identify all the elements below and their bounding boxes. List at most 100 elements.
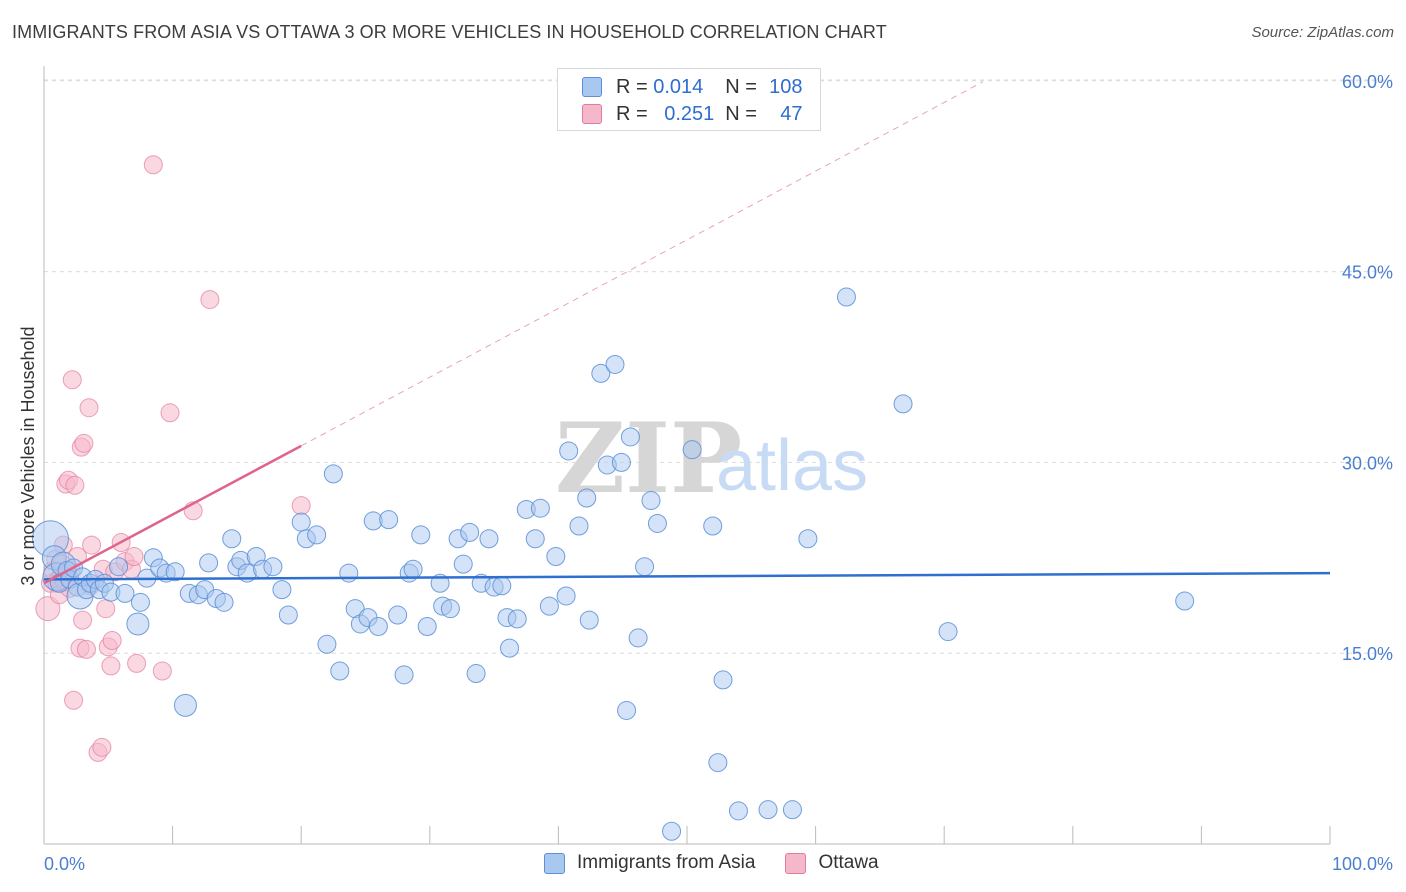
asia-point: [703, 516, 723, 536]
asia-point: [291, 512, 311, 532]
asia-point: [507, 609, 527, 629]
asia-point: [525, 529, 545, 549]
legend-row-ottawa: R = 0.251 N = 47: [582, 102, 803, 126]
ottawa-trend-extension: [300, 81, 984, 447]
asia-point: [440, 599, 460, 619]
ottawa-points: [35, 155, 311, 762]
asia-point: [199, 553, 219, 573]
asia-point: [394, 665, 414, 685]
tick-labels: 15.0% 30.0% 45.0% 60.0% 0.0% 100.0%: [44, 72, 1393, 874]
asia-point: [460, 522, 480, 542]
ottawa-point: [102, 630, 122, 650]
asia-point: [758, 800, 778, 820]
series-label-ottawa: Ottawa: [818, 852, 879, 873]
ottawa-point: [64, 690, 84, 710]
ottawa-point: [73, 610, 93, 630]
trend-lines: [43, 81, 1331, 585]
asia-point: [617, 700, 637, 720]
legend-r-value: 0.251: [664, 102, 715, 125]
series-label-asia: Immigrants from Asia: [577, 852, 756, 873]
asia-point: [466, 664, 486, 684]
asia-point: [569, 516, 589, 536]
y-tick-label: 45.0%: [1342, 263, 1393, 283]
asia-point: [579, 610, 599, 630]
ottawa-point: [143, 155, 163, 175]
ottawa-point: [82, 535, 102, 555]
asia-point: [430, 573, 450, 593]
asia-point: [109, 557, 129, 577]
asia-point: [126, 612, 150, 636]
asia-point: [173, 693, 197, 717]
asia-point: [500, 638, 520, 658]
asia-point: [479, 529, 499, 549]
ottawa-point: [127, 653, 147, 673]
asia-point: [938, 622, 958, 642]
asia-point: [403, 559, 423, 579]
asia-point: [647, 513, 667, 533]
series-swatch-ottawa: [785, 852, 807, 874]
asia-point: [115, 583, 135, 603]
asia-trend-line: [43, 571, 1331, 581]
legend-swatch-asia: [582, 77, 602, 97]
asia-point: [307, 525, 327, 545]
asia-point: [591, 363, 611, 383]
ottawa-point: [65, 475, 85, 495]
y-axis-label: 3 or more Vehicles in Household: [18, 326, 38, 585]
stats-legend: R = 0.014 N = 108 R = 0.251 N = 47: [557, 68, 821, 131]
asia-point: [798, 529, 818, 549]
ottawa-point: [92, 737, 112, 757]
asia-point: [165, 562, 185, 582]
asia-point: [713, 670, 733, 690]
asia-point: [546, 547, 566, 567]
series-legend: Immigrants from Asia Ottawa: [544, 852, 909, 874]
y-tick-label: 60.0%: [1342, 72, 1393, 92]
legend-n-value: 108: [769, 75, 803, 98]
legend-r-label: R =: [616, 102, 648, 125]
legend-r-value: 0.014: [653, 75, 704, 98]
ottawa-point: [74, 433, 94, 453]
ottawa-point: [76, 639, 96, 659]
asia-point: [836, 287, 856, 307]
ottawa-point: [152, 661, 172, 681]
ottawa-point: [101, 656, 121, 676]
ottawa-point: [79, 398, 99, 418]
ottawa-point: [124, 547, 144, 567]
chart-title: IMMIGRANTS FROM ASIA VS OTTAWA 3 OR MORE…: [12, 22, 887, 42]
asia-point: [662, 821, 682, 841]
asia-point: [278, 605, 298, 625]
asia-point: [682, 440, 702, 460]
asia-point: [417, 616, 437, 636]
asia-point: [893, 394, 913, 414]
series-legend-asia: Immigrants from Asia: [544, 852, 755, 874]
series-swatch-asia: [544, 852, 565, 874]
asia-point: [272, 580, 292, 600]
ottawa-point: [62, 370, 82, 390]
asia-point: [214, 592, 234, 612]
ottawa-point: [35, 596, 61, 622]
asia-point: [641, 491, 661, 511]
asia-point: [559, 441, 579, 461]
asia-point: [379, 510, 399, 530]
legend-r-label: R =: [616, 75, 648, 98]
legend-row-asia: R = 0.014 N = 108: [582, 75, 803, 99]
legend-n-value: 47: [780, 102, 803, 125]
x-tick-label: 100.0%: [1332, 854, 1393, 874]
asia-point: [330, 661, 350, 681]
asia-point: [577, 488, 597, 508]
ottawa-trend-line: [43, 444, 302, 585]
asia-point: [708, 753, 728, 773]
legend-n-label: N =: [725, 75, 757, 98]
asia-point: [556, 586, 576, 606]
asia-point: [611, 452, 631, 472]
asia-point: [130, 592, 150, 612]
x-tick-label: 0.0%: [44, 854, 85, 874]
legend-swatch-ottawa: [582, 104, 602, 124]
ottawa-point: [291, 496, 311, 516]
asia-points: [31, 287, 1195, 841]
ottawa-point: [160, 403, 180, 423]
asia-point: [453, 554, 473, 574]
ottawa-point: [96, 599, 116, 619]
y-tick-label: 15.0%: [1342, 644, 1393, 664]
asia-point: [222, 529, 242, 549]
